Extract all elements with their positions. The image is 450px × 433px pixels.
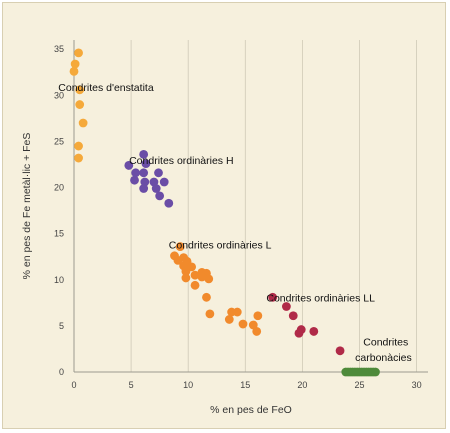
data-point — [75, 100, 85, 109]
data-point — [154, 168, 163, 178]
data-point — [232, 307, 242, 317]
group-label: Condrites d'enstatita — [58, 82, 154, 94]
data-point — [159, 177, 169, 187]
data-point — [252, 327, 262, 336]
group-label: carbonàcies — [355, 352, 412, 364]
data-point — [164, 198, 174, 208]
group-label: Condrites ordinàries L — [169, 240, 272, 252]
group-label: Condrites ordinàries H — [129, 155, 233, 167]
series-0 — [69, 48, 88, 163]
x-axis-title: % en pes de FeO — [210, 404, 292, 416]
data-point — [74, 141, 83, 151]
group-labels: Condrites d'enstatita Condrites ordinàrie… — [58, 82, 412, 364]
data-point — [141, 159, 151, 168]
data-point — [294, 328, 304, 338]
y-tick-label: 0 — [59, 367, 64, 377]
data-point — [205, 309, 215, 319]
data-point — [139, 149, 149, 159]
data-point — [70, 59, 80, 69]
data-point — [155, 191, 165, 201]
y-tick-label: 15 — [54, 229, 64, 239]
data-point — [248, 320, 258, 330]
data-point — [78, 118, 88, 128]
x-tick-label: 5 — [129, 380, 134, 390]
x-tick-label: 0 — [71, 380, 76, 390]
data-point — [282, 302, 291, 311]
data-point — [151, 184, 161, 193]
series-2 — [170, 242, 263, 336]
y-tick-label: 25 — [54, 136, 64, 146]
x-tick-label: 10 — [183, 380, 193, 390]
data-point — [253, 311, 263, 321]
data-point — [202, 292, 211, 302]
x-tick-label: 20 — [297, 380, 307, 390]
data-point — [75, 85, 85, 95]
group-label: Condrites — [363, 337, 408, 349]
data-point — [197, 272, 207, 282]
data-point — [175, 242, 185, 251]
y-tick-label: 35 — [54, 44, 64, 54]
data-point — [335, 346, 345, 356]
data-point — [74, 153, 83, 163]
x-tick-label: 15 — [240, 380, 250, 390]
series-1 — [124, 149, 174, 208]
data-point — [309, 327, 319, 336]
data-point — [371, 367, 380, 377]
data-point — [69, 66, 79, 76]
data-points — [69, 48, 380, 377]
data-point — [131, 168, 141, 178]
y-tick-label: 30 — [54, 90, 64, 100]
series-3 — [268, 292, 345, 356]
data-point — [288, 311, 298, 321]
series-4 — [341, 367, 380, 377]
y-tick-label: 5 — [59, 321, 64, 331]
data-point — [204, 274, 214, 284]
data-point — [139, 184, 149, 193]
data-point — [181, 273, 191, 283]
y-axis-title: % en pes de Fe metàl·lic + FeS — [21, 133, 33, 280]
data-point — [181, 267, 191, 276]
data-point — [130, 175, 139, 185]
data-point — [139, 168, 149, 178]
data-point — [173, 256, 183, 265]
group-label: Condrites ordinàries LL — [266, 292, 375, 304]
y-tick-label: 20 — [54, 183, 64, 193]
data-point — [190, 270, 200, 280]
data-point — [190, 280, 200, 290]
data-point — [268, 292, 278, 302]
y-tick-label: 10 — [54, 275, 64, 285]
grid-lines — [130, 40, 417, 372]
data-point — [74, 48, 83, 58]
data-point — [124, 161, 134, 170]
data-point — [238, 319, 248, 329]
x-tick-label: 30 — [412, 380, 422, 390]
x-tick-label: 25 — [354, 380, 364, 390]
tick-labels: 0 5 10 15 20 25 30 0 5 10 15 20 25 30 35 — [54, 44, 422, 390]
data-point — [224, 315, 234, 324]
